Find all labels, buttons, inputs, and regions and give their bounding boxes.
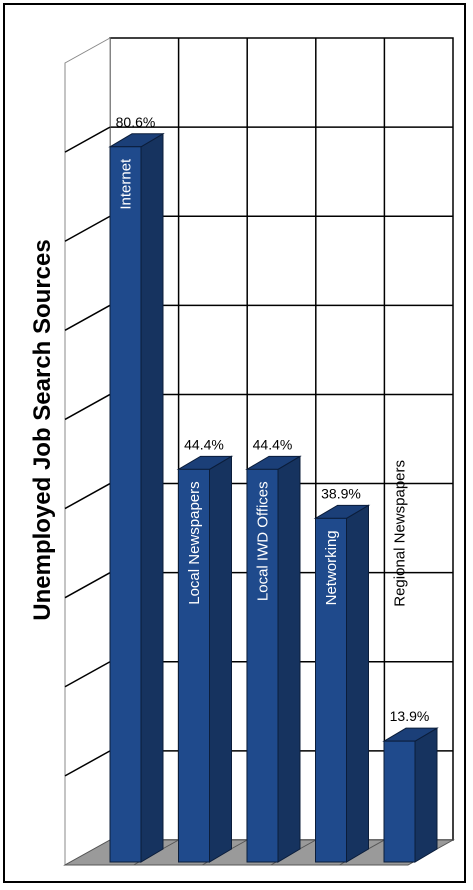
- bar-side: [209, 455, 232, 863]
- bar-front: [246, 468, 279, 863]
- side-grid-line: [64, 393, 111, 421]
- bar-front: [109, 146, 142, 863]
- side-grid-line: [64, 661, 111, 688]
- bar-side: [346, 504, 369, 863]
- side-grid-line: [64, 750, 111, 777]
- category-label: Networking: [323, 530, 340, 605]
- value-label: 44.4%: [184, 436, 224, 452]
- bar: [108, 132, 165, 863]
- bar-front: [315, 517, 347, 863]
- category-label: Local IWD Offices: [255, 481, 272, 601]
- category-label: Internet: [118, 158, 135, 210]
- side-grid-line: [64, 572, 111, 599]
- bar-side: [277, 455, 301, 863]
- bar: [245, 455, 302, 863]
- side-grid-line: [64, 126, 111, 153]
- bar-side: [140, 132, 164, 863]
- side-grid-line: [64, 304, 111, 331]
- chart-bars: [108, 132, 439, 863]
- bar: [176, 455, 234, 863]
- side-grid-line: [64, 215, 111, 242]
- chart-labels: 80.6% Internet 44.4% Local Newspapers 44.4% L…: [116, 114, 430, 724]
- side-grid-line: [64, 482, 111, 510]
- bar-side: [414, 727, 438, 863]
- bar-front: [178, 468, 210, 863]
- bar-front: [383, 740, 416, 863]
- bar: [313, 504, 371, 863]
- chart-title: Unemployed Job Search Sources: [29, 239, 56, 620]
- side-wall: [64, 37, 111, 866]
- category-label: Regional Newspapers: [392, 460, 409, 607]
- value-label: 38.9%: [321, 485, 361, 501]
- chart-grid: [64, 37, 454, 866]
- bar: [382, 727, 439, 863]
- value-label: 44.4%: [253, 436, 293, 452]
- category-label: Local Newspapers: [186, 481, 203, 604]
- value-label: 13.9%: [390, 708, 430, 724]
- value-label: 80.6%: [116, 114, 156, 130]
